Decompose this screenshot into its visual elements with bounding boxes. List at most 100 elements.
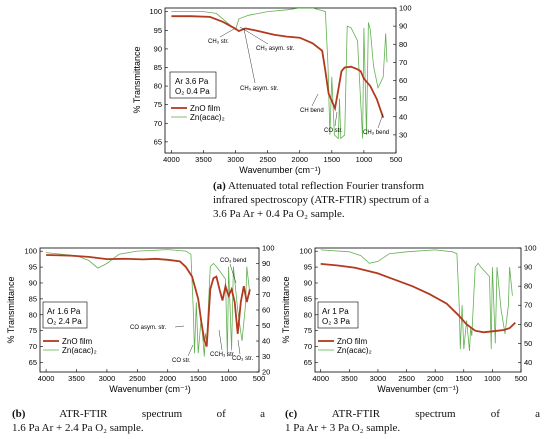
chart-b-ytick-right-label: 100	[262, 244, 275, 253]
chart-a-ytick-right-label: 80	[399, 40, 407, 49]
chart-a: 4000 3500 3000 2500 2000 1500 1000 500 65 70 75 80 8…	[132, 4, 412, 176]
chart-a-ytick-left-label: 90	[154, 44, 162, 53]
chart-c-series-zn-acac	[320, 249, 513, 352]
chart-a-series-zno-film	[171, 15, 385, 118]
chart-b-ytick-left-label: 70	[29, 342, 37, 351]
caption-b-label: (b)	[12, 408, 26, 420]
chart-c-ytick-left-label: 100	[299, 247, 312, 256]
chart-b-xtick-label: 3000	[99, 374, 116, 383]
chart-c-xtick-label: 2500	[398, 374, 415, 383]
caption-b-line1: ATR-FTIR spectrum of a	[59, 408, 265, 420]
chart-c-ytick-right-label: 40	[524, 358, 532, 367]
caption-b: (b) ATR-FTIR spectrum of a 1.6 Pa Ar + 2…	[12, 407, 265, 435]
chart-c-ytick-left-label: 80	[304, 310, 312, 319]
chart-b-legend-zno: ZnO film	[62, 337, 93, 346]
chart-b-gas-box: Ar 1.6 Pa O₂ 2.4 Pa	[42, 301, 88, 329]
chart-b-ytick-right-label: 30	[262, 352, 270, 361]
chart-c-ytick-right-label: 50	[524, 339, 532, 348]
chart-b-ann-co-str: CO str.	[172, 358, 191, 364]
caption-a-text: Attenuated total reflection Fourier tran…	[213, 180, 429, 220]
chart-b-ann-cch3-str: CCH₃ str.	[210, 352, 235, 358]
chart-a-ann-ch3-asym-2: CH₃ asym. str.	[240, 86, 279, 92]
chart-b-ytick-left-label: 80	[29, 310, 37, 319]
chart-a-ytick-left-label: 80	[154, 82, 162, 91]
chart-b-ylabel: % Transmittance	[6, 276, 16, 343]
caption-a-label: (a)	[213, 180, 226, 192]
chart-b-ytick-right-label: 40	[262, 337, 270, 346]
chart-a-xtick-label: 2500	[259, 155, 276, 164]
chart-a-ytick-right-label: 100	[399, 4, 412, 13]
chart-c-ytick-right-label: 90	[524, 263, 532, 272]
chart-c-ytick-right-label: 100	[524, 244, 537, 253]
chart-b-ytick-left-label: 85	[29, 294, 37, 303]
chart-c-ytick-left-label: 85	[304, 294, 312, 303]
chart-b-ytick-right-label: 80	[262, 275, 270, 284]
chart-a-legend-zno: ZnO film	[190, 104, 221, 113]
chart-a-annotations: CH₃ str. CH₃ asym. str. CH₃ asym. str. C…	[208, 26, 389, 136]
chart-b-ytick-left-label: 95	[29, 263, 37, 272]
chart-c-ytick-right-label: 60	[524, 320, 532, 329]
chart-b-xtick-label: 2500	[129, 374, 146, 383]
chart-a-gas-o2: O₂ 0.4 Pa	[175, 87, 210, 96]
chart-b-series-zn-acac	[46, 249, 251, 357]
chart-b-xtick-label: 3500	[68, 374, 85, 383]
chart-a-legend-zn: Zn(acac)₂	[190, 113, 225, 122]
chart-c-ytick-left-label: 95	[304, 263, 312, 272]
chart-b: 4000 3500 3000 2500 2000 1500 1000 500 65 70 75 80 8…	[6, 244, 275, 395]
chart-c-ytick-left-label: 75	[304, 326, 312, 335]
caption-c-label: (c)	[285, 408, 298, 420]
chart-a-ytick-left-label: 65	[154, 137, 162, 146]
chart-c-xtick-label: 3500	[341, 374, 358, 383]
chart-a-xtick-label: 4000	[163, 155, 180, 164]
chart-a-ytick-left-label: 75	[154, 100, 162, 109]
chart-b-ytick-left-label: 100	[24, 247, 37, 256]
chart-a-ytick-left-label: 85	[154, 63, 162, 72]
chart-b-legend-zn: Zn(acac)₂	[62, 346, 97, 355]
chart-a-series-zn-acac	[171, 8, 388, 140]
chart-c-xtick-label: 2000	[427, 374, 444, 383]
chart-c-gas-o2: O₂ 3 Pa	[322, 317, 351, 326]
chart-a-gas-box: Ar 3.6 Pa O₂ 0.4 Pa	[169, 71, 217, 99]
chart-c-legend: ZnO film Zn(acac)₂	[318, 337, 372, 355]
chart-b-ytick-left-label: 90	[29, 278, 37, 287]
chart-b-series-zno-film	[46, 254, 251, 347]
chart-b-xtick-label: 4000	[38, 374, 55, 383]
chart-c-legend-zn: Zn(acac)₂	[337, 346, 372, 355]
chart-c-xtick-label: 4000	[312, 374, 329, 383]
chart-c-xtick-label: 1000	[484, 374, 501, 383]
chart-b-xlabel: Wavenumber (cm⁻¹)	[109, 384, 190, 394]
chart-a-xtick-label: 3500	[195, 155, 212, 164]
chart-a-ytick-right-label: 50	[399, 94, 407, 103]
caption-c: (c) ATR-FTIR spectrum of a 1 Pa Ar + 3 P…	[285, 407, 540, 435]
chart-a-gas-ar: Ar 3.6 Pa	[175, 77, 209, 86]
chart-a-xtick-label: 1000	[356, 155, 373, 164]
chart-c-ytick-right-label: 70	[524, 301, 532, 310]
chart-a-ytick-right-label: 90	[399, 22, 407, 31]
caption-a: (a) Attenuated total reflection Fourier …	[213, 179, 443, 221]
chart-a-ann-ch3-bend: CH₃ bend	[363, 130, 389, 136]
chart-c-xlabel: Wavenumber (cm⁻¹)	[377, 384, 458, 394]
chart-b-annotations: CO₃ bend CO asym. str. CO str. CCH₃ str.…	[130, 258, 253, 364]
chart-b-ytick-right-label: 90	[262, 259, 270, 268]
caption-b-line2: 1.6 Pa Ar + 2.4 Pa O₂ sample.	[12, 422, 144, 434]
chart-c-frame	[314, 247, 522, 373]
chart-c-xtick-label: 1500	[455, 374, 472, 383]
chart-a-legend: ZnO film Zn(acac)₂	[171, 104, 225, 122]
chart-b-ann-co-asym: CO asym. str.	[130, 325, 167, 331]
caption-c-line1: ATR-FTIR spectrum of a	[331, 408, 540, 420]
chart-a-ann-ch3-str: CH₃ str.	[208, 39, 229, 45]
chart-a-xtick-label: 3000	[227, 155, 244, 164]
chart-c-ytick-left-label: 90	[304, 278, 312, 287]
chart-c-series-zno-film	[320, 263, 516, 334]
chart-a-ann-co-str: CO str.	[324, 128, 343, 134]
chart-c-xtick-label: 500	[515, 374, 528, 383]
chart-c: 4000 3500 3000 2500 2000 1500 1000 500 65 70 75 80 8…	[281, 244, 537, 395]
chart-a-ytick-right-label: 60	[399, 76, 407, 85]
chart-a-ytick-left-label: 70	[154, 119, 162, 128]
chart-b-ytick-right-label: 20	[262, 368, 270, 377]
chart-c-ytick-left-label: 65	[304, 358, 312, 367]
chart-c-ylabel: % Transmittance	[281, 276, 291, 343]
chart-b-xtick-label: 500	[253, 374, 266, 383]
chart-a-ytick-right-label: 30	[399, 130, 407, 139]
